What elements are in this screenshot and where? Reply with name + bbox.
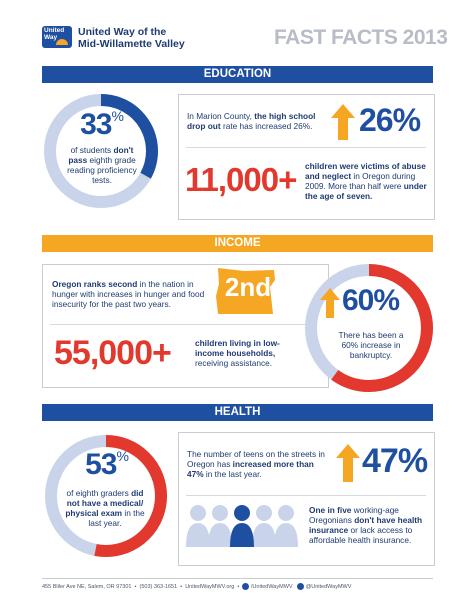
twitter-icon: [297, 583, 305, 590]
divider: [50, 324, 308, 325]
divider: [186, 147, 426, 148]
up-arrow-icon: [320, 288, 340, 318]
facebook-icon: [242, 583, 250, 590]
ring-progress: [45, 435, 167, 557]
dropout-text: In Marion County, the high school drop ou…: [187, 111, 316, 131]
bankruptcy-text: There has been a 60% increase in bankrup…: [338, 330, 404, 360]
health-ring-caption: of eighth graders did not have a medical…: [65, 488, 145, 528]
footer-address: 455 Bliler Ave NE, Salem, OR 97301: [42, 583, 132, 590]
income-facts-box: [42, 264, 329, 388]
footer-phone: (503) 363-1651: [139, 583, 178, 590]
education-ring-chart: [44, 94, 158, 208]
education-ring-caption: of students don't pass eighth grade read…: [67, 145, 137, 185]
education-facts-box: [178, 94, 435, 220]
sunrise-icon: [56, 39, 68, 45]
assistance-text: children living in low-income households…: [195, 338, 280, 368]
footer-facebook[interactable]: /UnitedWayMWV: [250, 583, 293, 590]
teens-text: The number of teens on the streets in Or…: [187, 449, 325, 479]
organization-name: United Way of the Mid-Willamette Valley: [78, 26, 185, 50]
ring-progress: [305, 264, 433, 392]
bankruptcy-ring-chart: [305, 264, 433, 392]
ring-progress: [44, 94, 158, 208]
teens-figure: 47%: [362, 442, 428, 480]
hunger-rank: 2nd: [224, 272, 272, 302]
logo-text-line2: Way: [44, 34, 58, 41]
divider: [186, 495, 426, 496]
people-icon: [186, 505, 298, 547]
footer-divider: [42, 578, 433, 579]
hunger-text: Oregon ranks second in the nation in hun…: [52, 279, 205, 309]
abuse-text: children were victims of abuse and negle…: [305, 161, 427, 201]
abuse-figure: 11,000+: [185, 161, 297, 198]
logo-text-line1: United: [44, 27, 65, 34]
footer-twitter[interactable]: @UnitedWayMWV: [305, 583, 352, 590]
assistance-figure: 55,000+: [54, 334, 172, 372]
page-title: FAST FACTS 2013: [274, 26, 448, 49]
insurance-text: One in five working-age Oregonians don't…: [309, 505, 423, 545]
footer-website[interactable]: UnitedWayMWV.org: [185, 583, 235, 590]
oregon-map-icon: [216, 268, 275, 314]
dropout-figure: 26%: [359, 102, 421, 138]
health-ring-chart: [45, 435, 167, 557]
income-heading: INCOME: [42, 235, 433, 252]
up-arrow-icon: [331, 104, 355, 140]
education-heading: EDUCATION: [42, 66, 433, 83]
bankruptcy-figure: 60%: [342, 284, 400, 317]
health-ring-figure: 53%: [85, 448, 129, 481]
education-ring-figure: 33%: [80, 108, 124, 141]
up-arrow-icon: [336, 444, 360, 482]
united-way-logo: United Way: [42, 26, 72, 48]
footer: 455 Bliler Ave NE, Salem, OR 97301 • (50…: [42, 583, 352, 590]
health-heading: HEALTH: [42, 404, 433, 421]
